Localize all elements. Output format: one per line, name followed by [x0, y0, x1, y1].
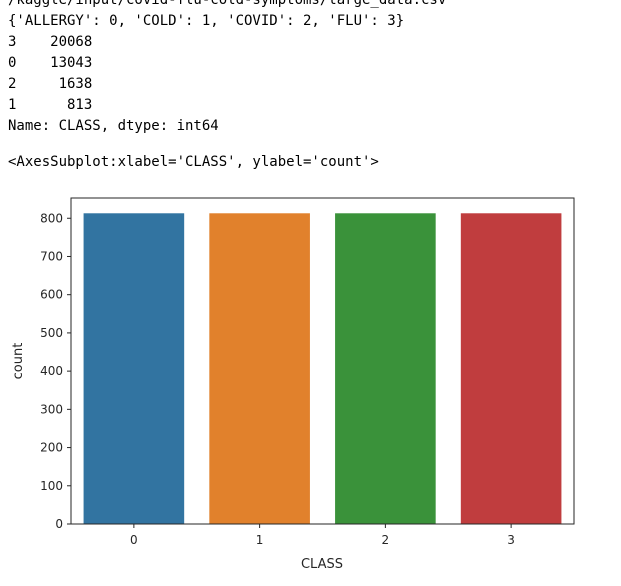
stdout-line: {'ALLERGY': 0, 'COLD': 1, 'COVID': 2, 'F…: [8, 13, 405, 29]
bar-class-1: [209, 213, 310, 524]
stdout-line: 1 813: [8, 97, 93, 113]
stdout-line: 2 1638: [8, 76, 93, 92]
y-tick-label: 400: [40, 364, 63, 378]
y-tick-label: 0: [55, 517, 63, 531]
y-tick-label: 800: [40, 211, 63, 225]
y-axis-label: count: [11, 343, 26, 380]
y-tick-label: 500: [40, 326, 63, 340]
stdout-line: 0 13043: [8, 55, 93, 71]
bar-class-3: [460, 213, 562, 524]
y-tick-label: 300: [40, 402, 63, 416]
plot-frame: [70, 197, 575, 525]
cell-stdout: /kaggle/input/covid-flu-cold-symptoms/la…: [8, 0, 446, 137]
cell-repr-text: <AxesSubplot:xlabel='CLASS', ylabel='cou…: [8, 154, 379, 170]
y-tick-label: 200: [40, 441, 63, 455]
count-bar-chart: 0 1 2 3 0 100 200 300 400 500 600 700 800 CLASS coun…: [11, 197, 575, 572]
y-tick-label: 100: [40, 479, 63, 493]
y-tick-label: 700: [40, 249, 63, 263]
x-tick-label: 0: [130, 533, 138, 547]
stdout-line: 3 20068: [8, 34, 93, 50]
bar-class-0: [83, 213, 185, 524]
stdout-line: /kaggle/input/covid-flu-cold-symptoms/la…: [8, 0, 447, 8]
x-axis-label: CLASS: [301, 557, 343, 572]
bar-class-2: [335, 213, 436, 524]
x-tick-label: 3: [507, 533, 515, 547]
y-tick-label: 600: [40, 288, 63, 302]
stdout-line: Name: CLASS, dtype: int64: [8, 118, 219, 134]
x-tick-label: 2: [382, 533, 390, 547]
x-tick-label: 1: [256, 533, 264, 547]
